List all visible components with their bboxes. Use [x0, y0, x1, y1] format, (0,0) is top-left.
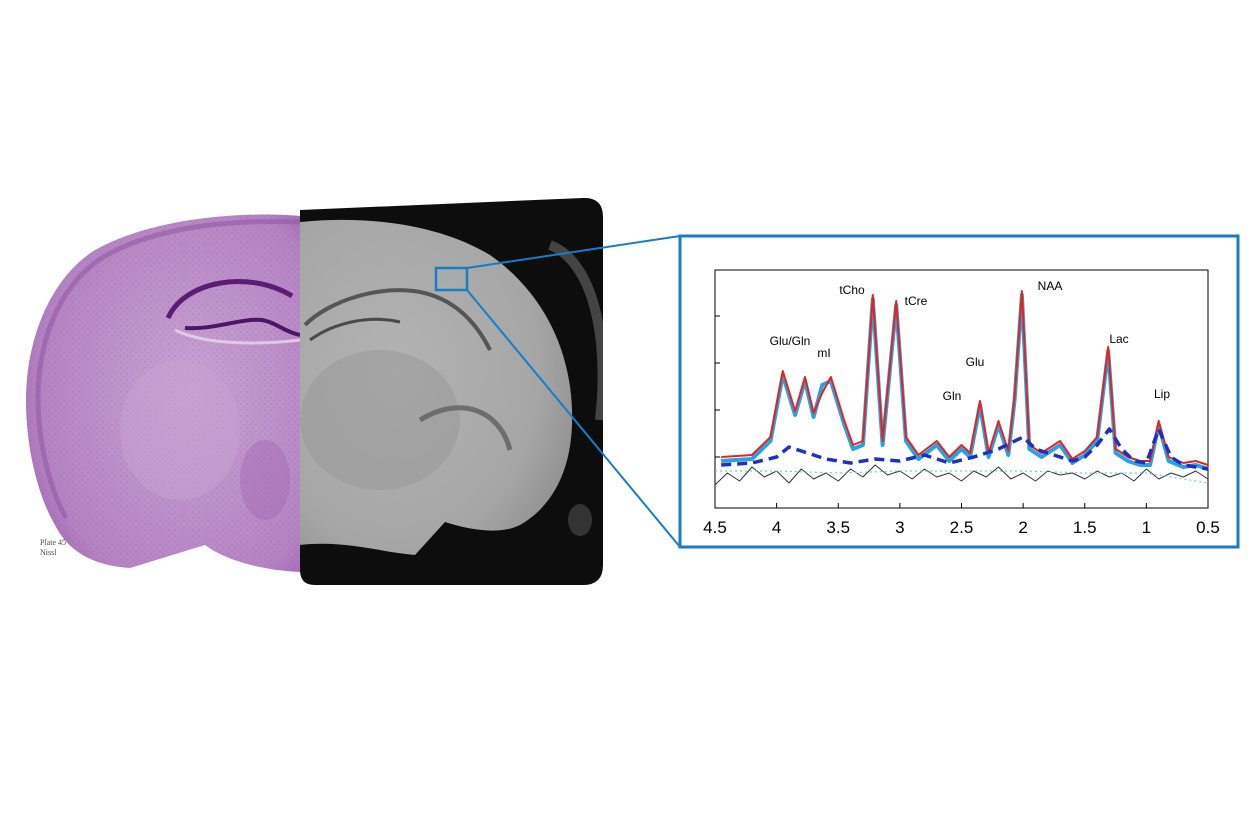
- mri-hippocampus-arc: [303, 288, 492, 351]
- peak-label-naa: NAA: [1038, 279, 1063, 293]
- nissl-white-matter: [174, 328, 301, 345]
- nissl-thalamus: [120, 360, 240, 500]
- x-tick-label: 1: [1142, 518, 1151, 537]
- x-tick-label: 3.5: [826, 518, 850, 537]
- peak-label-gln: Gln: [943, 389, 962, 403]
- nissl-cortex-band: [35, 218, 301, 520]
- peak-label-lip: Lip: [1154, 387, 1170, 401]
- mri-ventricle: [418, 405, 513, 451]
- peak-label-tcre: tCre: [905, 294, 928, 308]
- peak-labels: tCho tCre NAA Glu/Gln mI Glu Gln Lac Lip: [770, 279, 1171, 403]
- mri-dentate-arc: [309, 317, 401, 342]
- plate-label: Plate 45: [40, 538, 66, 547]
- spectrum-series: [714, 290, 1209, 486]
- stain-label: Nissl: [40, 548, 57, 557]
- plot-area: [714, 269, 1209, 509]
- mri-eye: [568, 504, 592, 536]
- y-axis-ticks: [715, 269, 720, 458]
- peak-label-mi: mI: [817, 346, 830, 360]
- peak-label-glu-gln: Glu/Gln: [770, 334, 811, 348]
- x-tick-label: 1.5: [1073, 518, 1097, 537]
- x-tick-label: 4: [772, 518, 781, 537]
- connector-line-bottom: [466, 289, 681, 548]
- spectrum-plot: 4.5 4 3.5 3 2.5 2 1.5 1 0.5 tCho tCre NAA Glu/Gln mI…: [703, 269, 1220, 537]
- nissl-dentate-arc: [184, 317, 301, 337]
- histology-section: Plate 45 Nissl: [25, 214, 301, 572]
- x-tick-label: 0.5: [1196, 518, 1220, 537]
- nissl-hippocampus-arc: [165, 279, 294, 320]
- series-line-2: [721, 427, 1209, 471]
- connector-line-top: [466, 235, 681, 269]
- peak-label-lac: Lac: [1109, 332, 1128, 346]
- mri-section: [300, 197, 603, 585]
- x-tick-label: 3: [895, 518, 904, 537]
- nissl-amygdala: [240, 440, 290, 520]
- x-axis-ticks: 4.5 4 3.5 3 2.5 2 1.5 1 0.5: [703, 503, 1220, 537]
- roi-box: [434, 266, 469, 292]
- mri-thalamus: [300, 350, 460, 490]
- peak-label-glu: Glu: [966, 355, 985, 369]
- x-tick-label: 4.5: [703, 518, 727, 537]
- series-line-3: [714, 464, 1209, 486]
- x-tick-label: 2: [1018, 518, 1027, 537]
- x-tick-label: 2.5: [950, 518, 974, 537]
- peak-label-tcho: tCho: [839, 283, 865, 297]
